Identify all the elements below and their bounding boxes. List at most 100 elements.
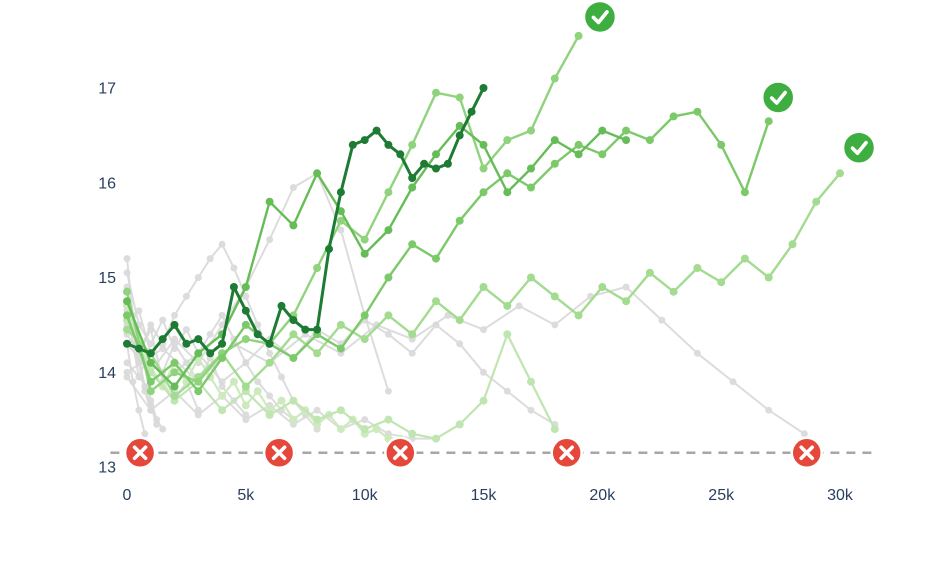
data-point-marker <box>337 226 345 234</box>
data-point-marker <box>171 335 178 343</box>
data-point-marker <box>360 311 369 320</box>
data-point-marker <box>134 344 143 353</box>
data-point-marker <box>336 207 345 216</box>
data-point-marker <box>135 307 143 315</box>
data-point-marker <box>669 287 678 296</box>
data-point-marker <box>146 387 155 396</box>
data-point-marker <box>123 297 131 306</box>
check-circle-icon <box>841 130 877 165</box>
data-point-marker <box>729 378 737 386</box>
data-point-marker <box>693 349 701 357</box>
data-point-marker <box>432 88 440 97</box>
data-point-marker <box>574 140 583 149</box>
x-tick-label: 5k <box>237 487 255 504</box>
data-point-marker <box>241 320 250 329</box>
completed-run-badge <box>841 130 877 165</box>
data-point-marker <box>241 401 250 410</box>
data-point-marker <box>241 335 250 344</box>
data-point-marker <box>527 406 535 414</box>
data-point-marker <box>159 316 167 324</box>
data-point-marker <box>384 188 393 197</box>
data-point-marker <box>361 416 369 424</box>
data-point-marker <box>551 321 559 329</box>
y-tick-label: 13 <box>98 460 116 477</box>
data-point-marker <box>253 387 262 396</box>
data-point-marker <box>277 301 286 310</box>
data-point-marker <box>194 274 202 281</box>
data-point-marker <box>336 406 345 415</box>
check-icon <box>769 90 788 105</box>
x-tick-label: 10k <box>352 487 379 504</box>
series-run-gray-9 <box>123 169 392 395</box>
data-point-marker <box>574 311 583 320</box>
data-point-marker <box>289 221 298 230</box>
series-line <box>125 124 628 388</box>
x-tick-label: 30k <box>827 487 854 504</box>
data-point-marker <box>123 311 131 320</box>
x-icon <box>271 445 287 461</box>
data-point-marker <box>443 159 452 168</box>
data-point-marker <box>123 325 131 334</box>
data-point-marker <box>313 406 321 414</box>
data-point-marker <box>503 330 512 339</box>
x-icon <box>132 445 148 461</box>
data-point-marker <box>550 136 559 145</box>
data-point-marker <box>455 93 464 102</box>
data-point-marker <box>503 169 512 178</box>
data-point-marker <box>218 339 227 348</box>
y-tick-label: 17 <box>98 81 116 98</box>
series-line <box>126 172 390 393</box>
data-point-marker <box>527 164 535 173</box>
data-point-marker <box>278 373 285 381</box>
y-tick-label: 14 <box>98 365 116 382</box>
data-point-marker <box>146 377 155 386</box>
data-point-marker <box>182 292 190 300</box>
data-point-marker <box>336 320 345 329</box>
data-point-marker <box>218 406 227 415</box>
data-point-marker <box>408 330 417 339</box>
data-point-marker <box>313 169 322 178</box>
data-point-marker <box>241 306 250 315</box>
data-point-marker <box>765 406 773 414</box>
data-point-marker <box>218 354 227 362</box>
data-point-marker <box>384 226 393 235</box>
data-point-marker <box>408 140 417 149</box>
data-point-marker <box>135 406 143 414</box>
x-icon <box>559 445 574 461</box>
data-point-marker <box>230 264 238 272</box>
data-point-marker <box>254 378 262 386</box>
data-point-marker <box>384 330 392 338</box>
data-point-marker <box>444 311 452 319</box>
data-point-marker <box>372 126 381 135</box>
data-point-marker <box>123 287 131 296</box>
series-line <box>125 110 770 393</box>
data-point-marker <box>717 140 726 149</box>
data-point-marker <box>289 415 298 424</box>
data-point-marker <box>170 382 179 391</box>
data-point-marker <box>194 349 203 358</box>
data-point-marker <box>218 378 226 386</box>
data-point-marker <box>645 268 654 277</box>
data-point-marker <box>218 321 226 329</box>
data-point-marker <box>206 349 215 358</box>
data-point-marker <box>598 283 607 291</box>
data-point-marker <box>550 425 559 434</box>
data-point-marker <box>408 349 416 357</box>
data-point-marker <box>384 140 393 149</box>
data-point-marker <box>194 335 203 344</box>
data-point-marker <box>170 391 179 400</box>
data-point-marker <box>360 249 369 258</box>
data-point-marker <box>467 107 476 116</box>
data-point-marker <box>455 121 464 130</box>
data-point-marker <box>527 273 535 282</box>
data-point-marker <box>147 340 155 348</box>
data-point-marker <box>693 264 702 272</box>
data-point-marker <box>242 416 250 424</box>
data-point-marker <box>503 301 512 310</box>
series-run-gray-11 <box>123 283 808 438</box>
data-point-marker <box>384 311 393 320</box>
data-point-marker <box>360 235 369 244</box>
data-point-marker <box>313 264 322 272</box>
data-point-marker <box>182 326 190 334</box>
